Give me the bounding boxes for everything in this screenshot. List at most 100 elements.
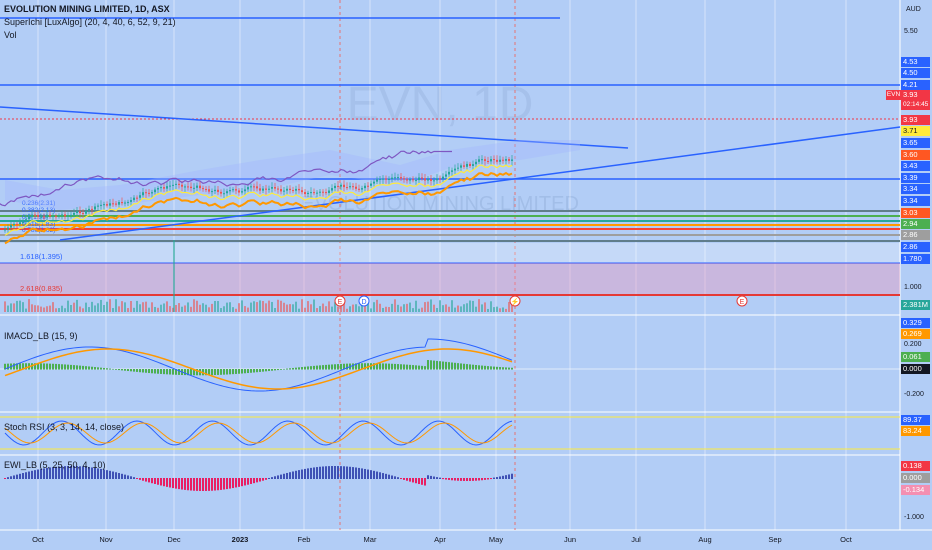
macd-histogram-bar: [253, 369, 255, 373]
volume-bar: [31, 304, 33, 312]
volume-bar: [238, 303, 240, 312]
volume-bar: [61, 305, 63, 312]
ewi-bar: [256, 478, 258, 483]
candle: [316, 192, 318, 194]
ewi-bar: [391, 475, 393, 479]
ewi-bar: [73, 466, 75, 479]
ewi-bar: [64, 466, 66, 479]
macd-histogram-bar: [64, 364, 66, 370]
ewi-bar: [394, 476, 396, 479]
volume-legend[interactable]: Vol: [4, 30, 17, 40]
ewi-pane-label[interactable]: EWI_LB (5, 25, 50, 4, 10): [4, 460, 106, 470]
macd-histogram-bar: [121, 369, 123, 371]
candle: [496, 159, 498, 162]
time-axis-label: Oct: [840, 535, 853, 544]
volume-bar: [394, 299, 396, 312]
volume-bar: [127, 308, 129, 312]
signal-tag: 0.269: [901, 329, 930, 339]
ewi-bar: [232, 478, 234, 489]
volume-bar: [118, 306, 120, 312]
volume-bar: [352, 304, 354, 312]
macd-tag: 0.329: [901, 318, 930, 328]
candle: [220, 191, 222, 194]
macd-histogram-bar: [361, 363, 363, 370]
candle: [232, 189, 234, 191]
ewi-bar: [166, 478, 168, 487]
macd-histogram-bar: [118, 369, 120, 371]
macd-histogram-bar: [151, 369, 153, 374]
volume-bar: [511, 300, 513, 312]
volume-bar: [52, 302, 54, 312]
ewi-bar: [184, 478, 186, 490]
candle: [370, 183, 372, 186]
ewi-bar: [265, 478, 267, 480]
macd-histogram-bar: [127, 369, 129, 372]
time-axis-label: Jun: [564, 535, 576, 544]
volume-bar: [505, 308, 507, 312]
ewi-bar: [16, 474, 18, 479]
ewi-bar: [37, 469, 39, 479]
ewi-bar: [187, 478, 189, 491]
volume-bar: [136, 300, 138, 312]
watermark-symbol: EVN, 1D: [347, 78, 534, 131]
macd-histogram-bar: [325, 364, 327, 370]
candle: [385, 178, 387, 180]
volume-bar: [214, 300, 216, 312]
candle: [148, 192, 150, 194]
ewi-bar: [52, 467, 54, 479]
price-axis-label: 0.200: [904, 341, 922, 348]
candle: [172, 184, 174, 186]
macd-histogram-bar: [4, 363, 6, 370]
ewi-bar: [400, 478, 402, 480]
ewi-bar: [403, 478, 405, 480]
stoch-rsi-pane-label[interactable]: Stoch RSI (3, 3, 14, 14, close): [4, 422, 125, 432]
ewi-bar: [19, 473, 21, 479]
macd-line: [4, 338, 513, 392]
price-tag: 3.34: [901, 184, 930, 194]
event-label: D: [361, 299, 366, 306]
ewi-bar: [85, 466, 87, 479]
volume-bar: [385, 306, 387, 312]
ewi-bar: [118, 473, 120, 479]
ewi-bar: [139, 478, 141, 480]
volume-bar: [25, 308, 27, 312]
ewi-bar: [241, 478, 243, 487]
volume-bar: [160, 304, 162, 312]
volume-bar: [46, 306, 48, 312]
ewi-bar: [382, 473, 384, 479]
volume-bar: [409, 302, 411, 312]
ewi-bar: [280, 474, 282, 479]
macd-pane-label[interactable]: IMACD_LB (15, 9): [4, 331, 78, 341]
candle: [109, 203, 111, 206]
candle: [73, 212, 75, 215]
candle: [244, 189, 246, 192]
candle: [202, 188, 204, 190]
macd-histogram-bar: [244, 369, 246, 374]
candle: [262, 188, 264, 191]
macd-histogram-bar: [238, 369, 240, 374]
macd-histogram-bar: [160, 369, 162, 374]
candle: [85, 210, 87, 214]
volume-bar: [196, 300, 198, 312]
macd-histogram-bar: [7, 363, 9, 370]
volume-bar: [217, 301, 219, 312]
volume-bar: [55, 308, 57, 312]
macd-histogram-bar: [232, 369, 234, 375]
candle: [154, 189, 156, 193]
fib-label: 0.236(2.31): [22, 200, 55, 207]
volume-bar: [169, 306, 171, 312]
superichi-legend[interactable]: SuperIchi [LuxAlgo] (20, 4, 40, 6, 52, 9…: [4, 17, 176, 27]
chart-title: EVOLUTION MINING LIMITED, 1D, ASX: [4, 4, 170, 14]
candle: [352, 186, 354, 188]
volume-bar: [148, 307, 150, 312]
macd-histogram-bar: [319, 365, 321, 370]
event-icon: [358, 295, 370, 307]
macd-histogram-bar: [112, 368, 114, 370]
ewi-bar: [493, 477, 495, 479]
price-tag: 4.53: [901, 57, 930, 67]
volume-bar: [448, 306, 450, 312]
ewi-bar: [412, 478, 414, 483]
ewi-bar: [253, 478, 255, 484]
